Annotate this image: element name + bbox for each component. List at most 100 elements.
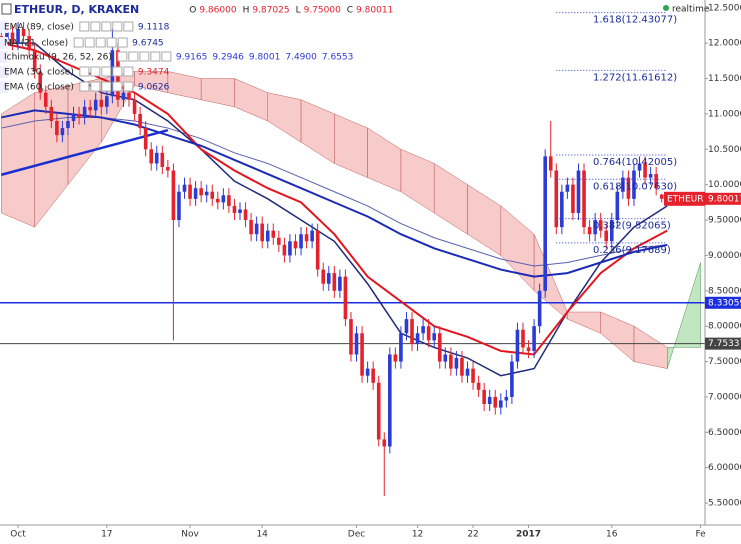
legend-name: EMA (89, close) — [4, 23, 74, 33]
y-tick-label: 7.00000 — [708, 392, 741, 402]
candle-body — [437, 333, 442, 362]
legend-button[interactable] — [79, 81, 90, 92]
legend-button[interactable] — [90, 21, 101, 32]
ohlc-value: 9.86000 — [199, 6, 236, 16]
legend-button[interactable] — [139, 51, 150, 62]
legend-value: 7.6553 — [322, 53, 354, 63]
last-price-box — [705, 192, 741, 205]
candle-body — [565, 184, 570, 192]
candle-body — [332, 273, 337, 291]
legend-button[interactable] — [79, 21, 90, 32]
candle-body — [143, 128, 148, 150]
candle-body — [498, 400, 503, 408]
legend-name: Ichimoku (9, 26, 52, 26) — [4, 53, 112, 63]
x-tick-label: Oct — [10, 530, 26, 540]
candle-body — [171, 170, 176, 221]
legend-button[interactable] — [101, 21, 112, 32]
chart-title: ETHEUR, D, KRAKEN — [14, 3, 139, 16]
candle-body — [504, 396, 509, 401]
x-tick-label: Dec — [348, 530, 365, 540]
legend-button[interactable] — [101, 66, 112, 77]
legend-button[interactable] — [123, 66, 134, 77]
ohlc-key: O — [189, 6, 196, 16]
x-tick-label: Nov — [181, 530, 199, 540]
candle-body — [271, 230, 276, 238]
candle-body — [465, 368, 470, 376]
y-tick-label: 9.50000 — [708, 216, 741, 226]
cloud-segment — [1, 92, 35, 228]
candle-body — [188, 184, 192, 199]
candle-body — [21, 29, 26, 37]
cloud-segment — [667, 262, 701, 369]
fib-label: 0.618(10.07630) — [593, 181, 677, 192]
candle-body — [521, 329, 525, 348]
legend-button[interactable] — [161, 51, 172, 62]
candle-body — [138, 113, 142, 129]
legend-name: EMA (60, close) — [4, 83, 74, 93]
y-tick-label: 9.00000 — [708, 251, 741, 261]
y-tick-label: 8.00000 — [708, 322, 741, 332]
candle-body — [149, 149, 154, 164]
candle-body — [166, 166, 170, 171]
candle-body — [360, 333, 364, 376]
candle-body — [571, 184, 575, 213]
candle-body — [365, 368, 370, 376]
legend-button[interactable] — [117, 51, 128, 62]
candle-body — [632, 170, 636, 199]
legend-chip — [0, 81, 8, 93]
legend-button[interactable] — [128, 51, 139, 62]
candle-body — [476, 382, 481, 390]
legend-button[interactable] — [101, 81, 112, 92]
legend-button[interactable] — [95, 37, 106, 48]
legend-button[interactable] — [123, 81, 134, 92]
candle-body — [443, 354, 448, 362]
candle-body — [510, 361, 514, 397]
candle-body — [77, 113, 81, 118]
candle-body — [299, 234, 303, 249]
candle-body — [648, 174, 653, 178]
legend-button[interactable] — [150, 51, 161, 62]
candle-body — [304, 234, 309, 242]
legend-button[interactable] — [112, 21, 123, 32]
candle-body — [16, 29, 20, 44]
header-icon — [1, 3, 12, 15]
legend-button[interactable] — [117, 37, 128, 48]
x-tick-label: 14 — [256, 530, 268, 540]
legend-button[interactable] — [73, 37, 84, 48]
legend-name: MA (21, close) — [4, 39, 68, 49]
y-tick-label: 12.50000 — [708, 3, 741, 13]
legend-button[interactable] — [90, 66, 101, 77]
candle-body — [43, 92, 48, 107]
legend-button[interactable] — [112, 66, 123, 77]
indicator-line — [1, 109, 668, 278]
legend-button[interactable] — [123, 21, 134, 32]
candle-body — [154, 152, 159, 164]
legend-button[interactable] — [112, 81, 123, 92]
candle-body — [543, 156, 547, 291]
candle-body — [587, 227, 592, 235]
candle-body — [249, 220, 253, 235]
candle-body — [426, 326, 431, 341]
y-tick-label: 10.50000 — [708, 145, 741, 155]
legend-button[interactable] — [90, 81, 101, 92]
candle-body — [460, 358, 464, 376]
candle-body — [609, 220, 614, 242]
legend-value: 9.6745 — [132, 39, 164, 49]
candle-body — [415, 333, 420, 344]
legend-button[interactable] — [84, 37, 95, 48]
candle-body — [193, 188, 198, 199]
candle-body — [454, 358, 459, 369]
x-tick-label: Fe — [695, 530, 706, 540]
candle-body — [554, 170, 559, 228]
candle-body — [560, 191, 564, 228]
y-tick-label: 8.50000 — [708, 286, 741, 296]
ohlc-key: H — [243, 6, 250, 16]
ohlc-key: C — [347, 6, 353, 16]
candle-body — [227, 195, 231, 206]
candle-body — [376, 382, 381, 440]
candle-body — [199, 188, 203, 196]
candle-body — [593, 220, 597, 235]
candle-body — [321, 269, 326, 284]
legend-button[interactable] — [106, 37, 117, 48]
legend-button[interactable] — [79, 66, 90, 77]
